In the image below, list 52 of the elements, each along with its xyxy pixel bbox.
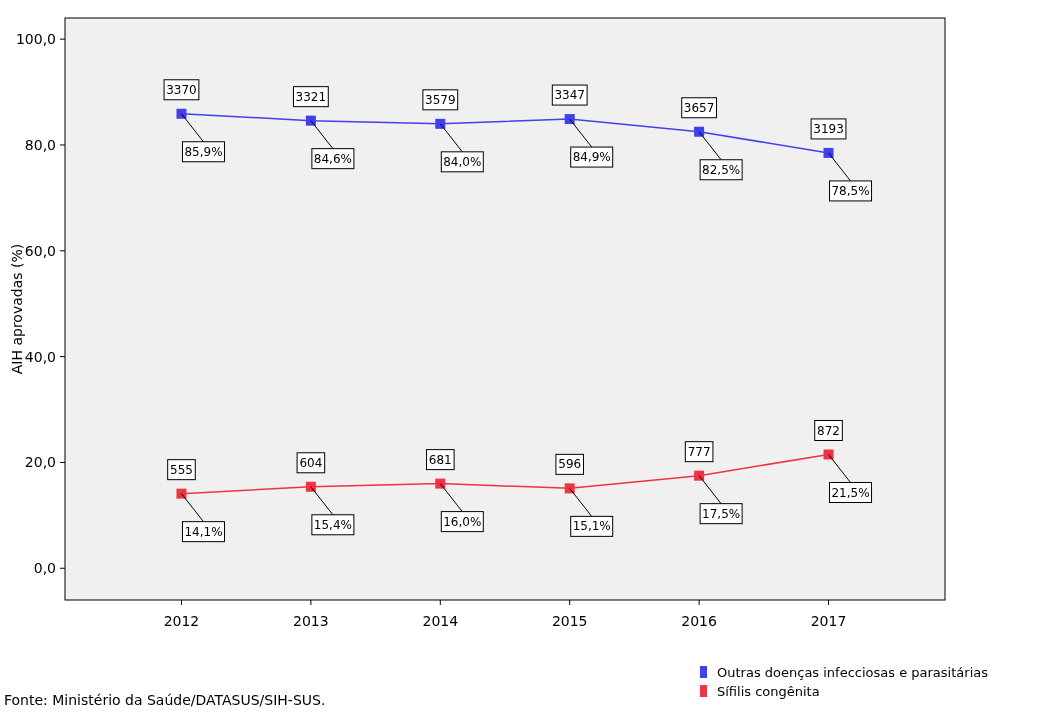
point [176,108,187,119]
annotation: 604 [299,455,323,470]
x-tick-label: 2015 [551,613,588,629]
point [823,449,834,460]
data-label: 85,9% [184,144,223,159]
data-label: 15,1% [572,519,611,534]
y-tick-label: 40,0 [24,348,56,365]
data-label: 78,5% [831,183,870,198]
y-tick-label: 0,0 [33,560,56,577]
annotation: 596 [558,457,582,472]
point [435,118,446,129]
annotation: 777 [687,444,711,459]
data-label: 82,5% [702,162,741,177]
y-tick-label: 100,0 [15,31,56,48]
annotation: 555 [170,462,193,477]
annotation: 3193 [813,121,844,136]
annotation: 3321 [295,89,327,104]
data-label: 15,4% [313,517,352,532]
y-tick-label: 20,0 [24,454,56,471]
data-label: 84,9% [572,150,611,165]
legend-label: Sífilis congênita [717,684,820,699]
x-tick-label: 2017 [810,613,847,629]
point [305,481,316,492]
data-label: 84,0% [443,154,482,169]
data-label: 16,0% [443,514,482,529]
x-tick-label: 2012 [163,613,200,629]
source-note: Fonte: Ministério da Saúde/DATASUS/SIH-SUS. [4,692,326,708]
point [305,115,316,126]
point [694,470,705,481]
point [823,147,834,158]
data-label: 17,5% [702,506,741,521]
annotation: 3370 [166,82,197,97]
point [564,483,575,494]
data-label: 84,6% [313,151,352,166]
annotation: 872 [817,423,840,438]
point [435,478,446,489]
x-tick-label: 2014 [422,613,459,629]
data-label: 14,1% [184,524,223,539]
y-tick-label: 60,0 [24,242,56,259]
annotation: 3347 [554,88,585,103]
annotation: 681 [428,452,452,467]
data-label: 21,5% [831,485,870,500]
point [564,114,575,125]
point [694,126,705,137]
legend-label: Outras doenças infecciosas e parasitárias [717,665,989,680]
x-tick-label: 2016 [681,613,718,629]
x-tick-label: 2013 [293,613,329,629]
annotation: 3657 [683,100,715,115]
y-axis-title: AIH aprovadas (%) [9,243,25,375]
y-tick-label: 80,0 [24,136,56,153]
annotation: 3579 [425,92,456,107]
point [176,488,187,499]
